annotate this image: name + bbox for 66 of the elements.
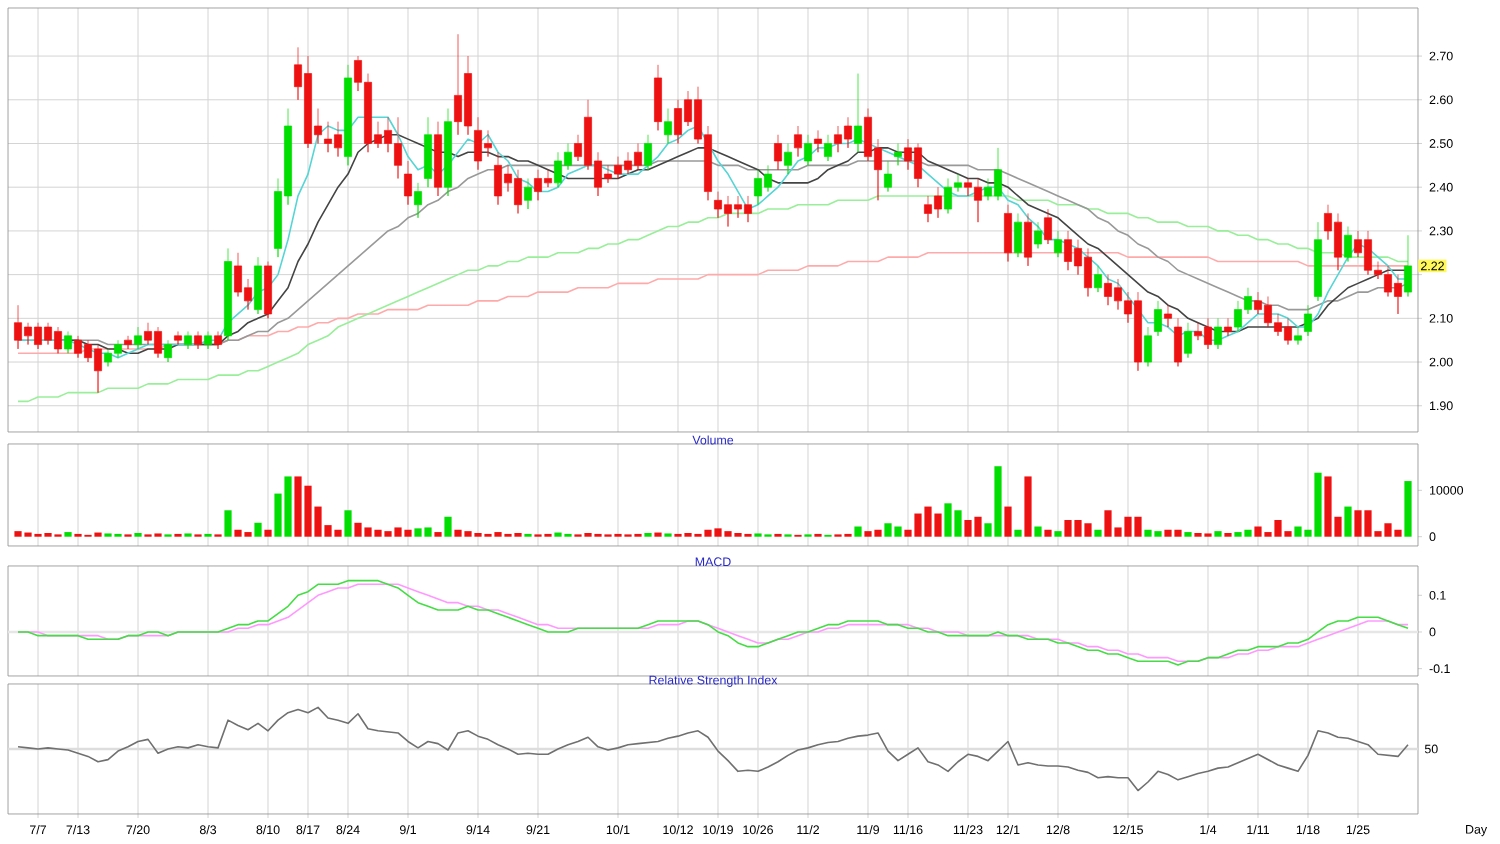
candlestick	[264, 261, 272, 319]
bar	[1014, 529, 1022, 537]
candlestick	[204, 331, 212, 350]
bar	[854, 526, 862, 537]
candlestick	[174, 331, 182, 345]
candlestick	[404, 160, 412, 206]
candlestick	[134, 326, 142, 350]
candlestick	[1404, 234, 1412, 297]
bar	[1004, 506, 1012, 537]
candlestick	[794, 125, 802, 157]
candlestick	[1034, 221, 1042, 249]
candlestick	[814, 130, 822, 153]
candlestick	[1314, 221, 1322, 302]
candlestick	[1014, 213, 1022, 258]
bar	[1034, 526, 1042, 537]
bar	[1044, 529, 1052, 537]
candlestick	[424, 116, 432, 188]
candlestick	[1164, 304, 1172, 328]
candlestick	[184, 331, 192, 350]
candlestick	[804, 134, 812, 166]
candlestick	[664, 108, 672, 144]
candlestick	[1294, 326, 1302, 345]
candlestick	[654, 64, 662, 131]
bar	[1404, 481, 1412, 537]
candlestick	[1224, 317, 1232, 337]
candlestick	[1024, 213, 1032, 267]
candlestick	[784, 143, 792, 175]
candlestick	[1174, 317, 1182, 367]
candlestick	[64, 331, 72, 354]
candlestick	[444, 108, 452, 197]
bar	[1054, 531, 1062, 537]
bar	[344, 510, 352, 537]
candlestick	[854, 73, 862, 153]
candlestick	[194, 331, 202, 350]
candlestick	[774, 134, 782, 171]
candlestick	[1184, 322, 1192, 359]
candlestick	[1054, 230, 1062, 258]
bar	[1024, 476, 1032, 537]
candlestick	[1094, 265, 1102, 293]
bar	[264, 529, 272, 537]
bar	[444, 516, 452, 537]
candlestick	[414, 182, 422, 219]
bar	[1214, 531, 1222, 537]
candlestick	[1304, 304, 1312, 337]
candlestick	[434, 121, 442, 197]
candlestick	[524, 178, 532, 210]
candlestick	[1044, 208, 1052, 245]
candlestick	[124, 335, 132, 350]
bar	[224, 510, 232, 537]
candlestick	[1344, 226, 1352, 262]
candlestick	[164, 339, 172, 363]
candlestick	[644, 134, 652, 171]
candlestick	[884, 160, 892, 192]
candlestick	[214, 331, 222, 350]
candlestick	[1144, 326, 1152, 367]
candlestick	[1154, 300, 1162, 337]
candlestick	[894, 143, 902, 166]
candlestick	[344, 64, 352, 166]
bar	[1344, 506, 1352, 537]
candlestick	[254, 256, 262, 315]
candlestick	[824, 134, 832, 162]
candlestick	[1214, 317, 1222, 350]
bar	[1094, 529, 1102, 537]
candlestick	[224, 248, 232, 341]
candlestick	[1004, 204, 1012, 262]
bar	[254, 522, 262, 537]
